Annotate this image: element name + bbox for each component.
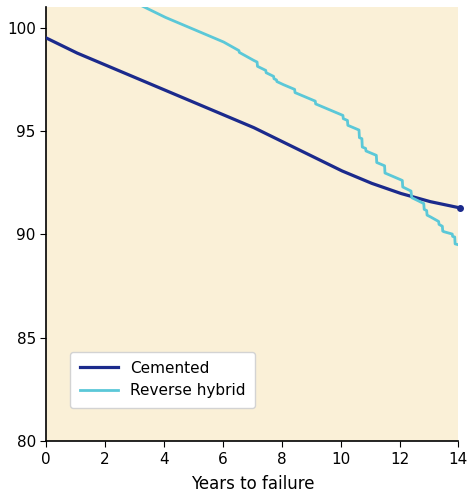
- Legend: Cemented, Reverse hybrid: Cemented, Reverse hybrid: [70, 352, 255, 408]
- Reverse hybrid: [365, 148, 370, 154]
- Cemented: [86, 55, 91, 61]
- Cemented: [210, 108, 216, 114]
- X-axis label: Years to failure: Years to failure: [190, 475, 314, 493]
- Reverse hybrid: [210, 34, 216, 40]
- Reverse hybrid: [372, 152, 378, 158]
- Text: Prosthesis survival (%): Prosthesis survival (%): [46, 0, 251, 2]
- Reverse hybrid: [225, 42, 231, 48]
- Cemented: [365, 178, 370, 184]
- Cemented: [372, 182, 378, 188]
- Reverse hybrid: [456, 242, 461, 248]
- Line: Cemented: Cemented: [46, 38, 458, 207]
- Cemented: [225, 114, 231, 119]
- Cemented: [326, 162, 332, 168]
- Cemented: [43, 35, 49, 41]
- Line: Reverse hybrid: Reverse hybrid: [46, 0, 458, 245]
- Reverse hybrid: [326, 106, 332, 112]
- Cemented: [456, 204, 461, 210]
